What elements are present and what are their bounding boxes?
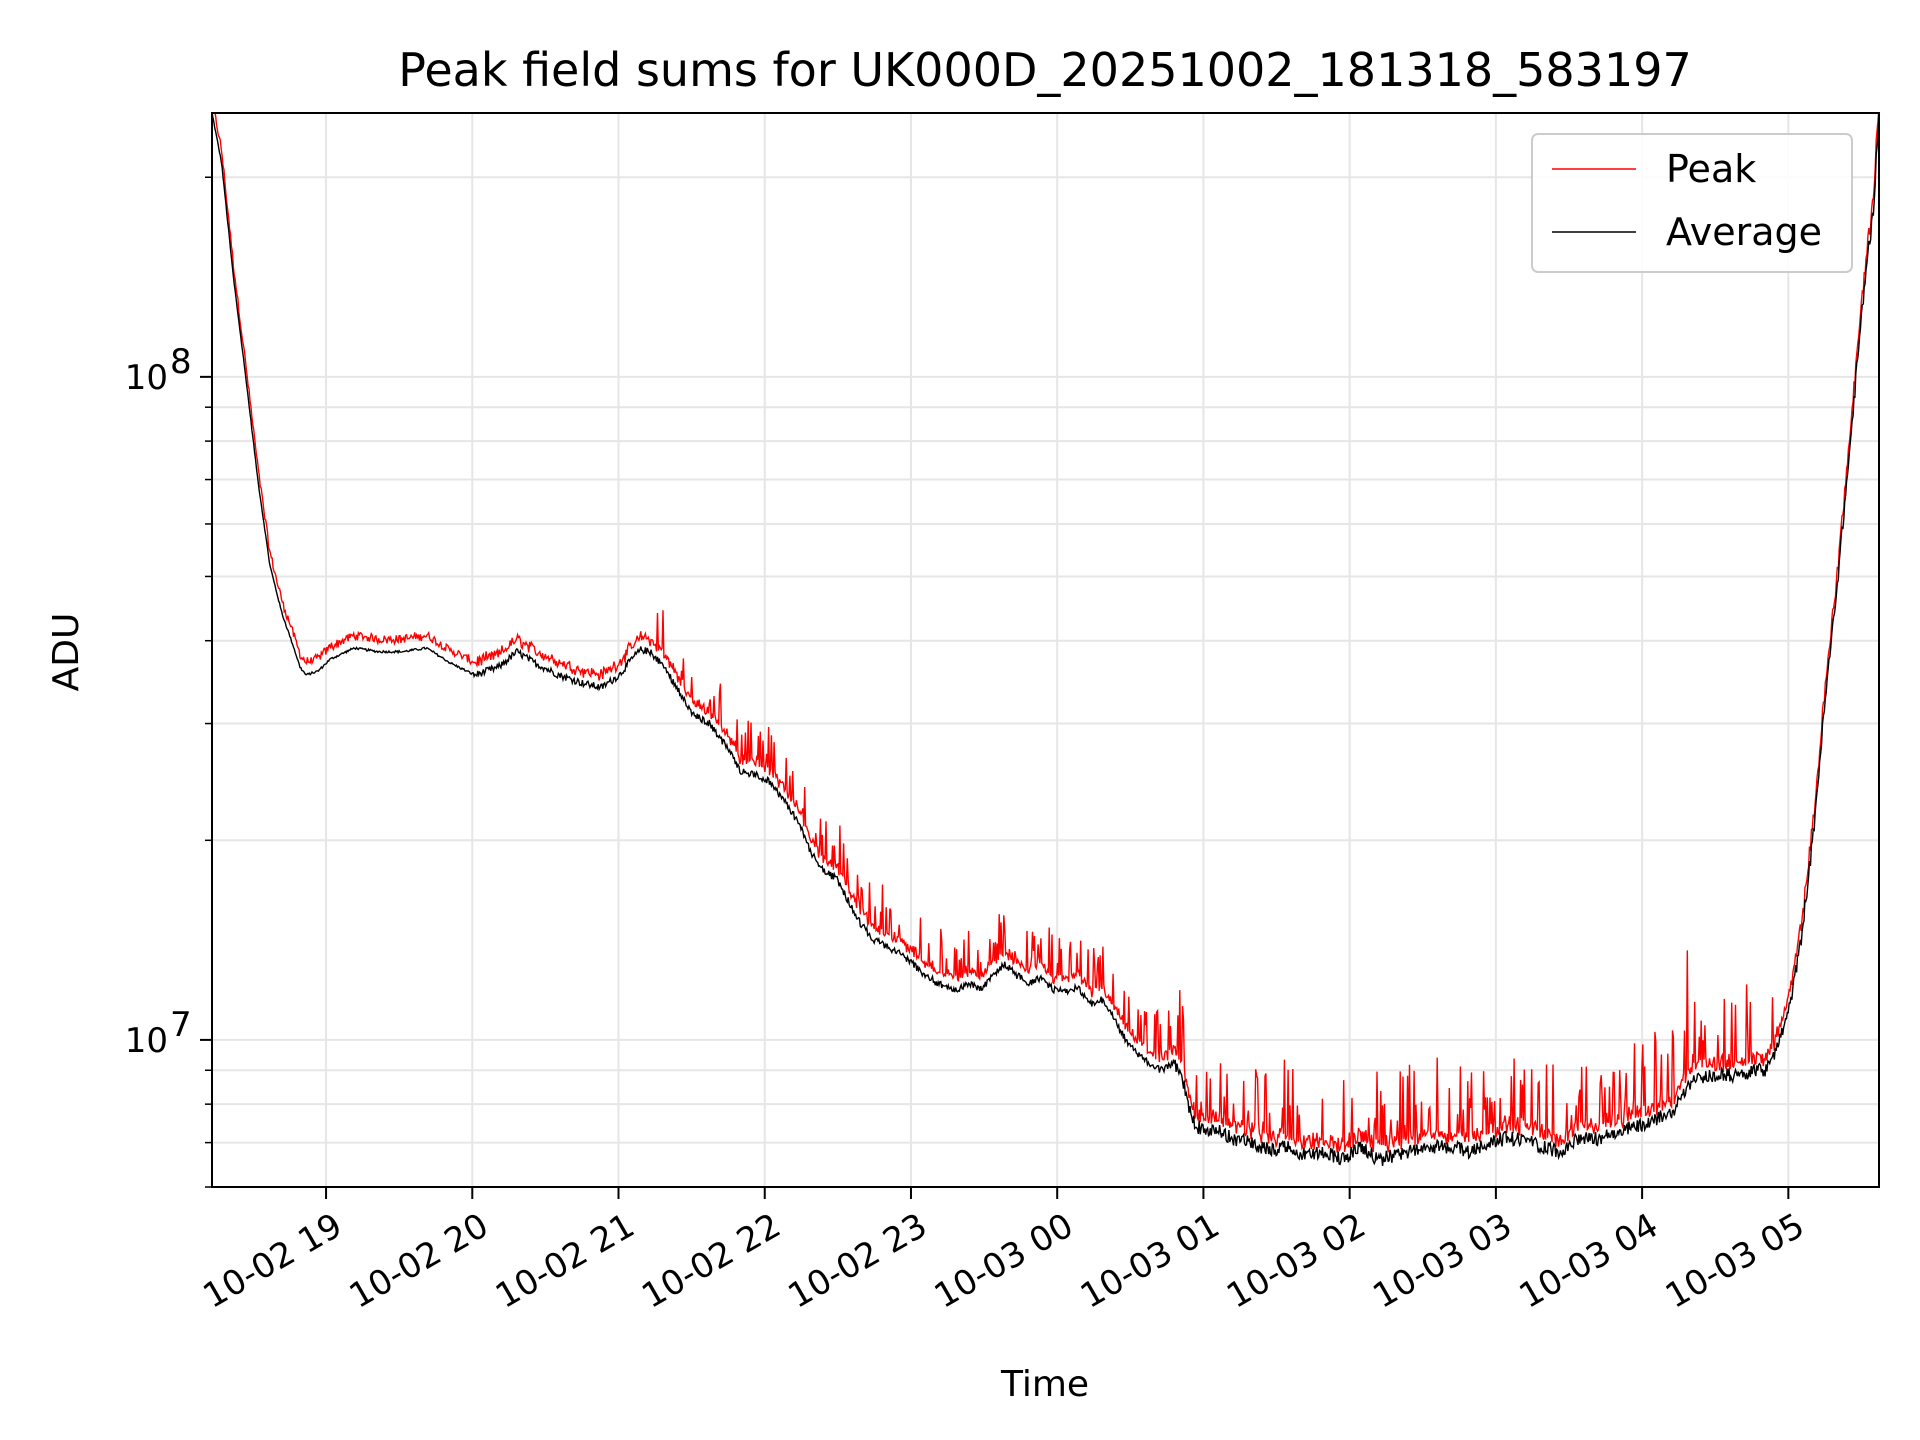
y-tick-exponent: 8 — [170, 342, 192, 382]
x-axis-label: Time — [1000, 1364, 1089, 1405]
data-lines — [212, 113, 1879, 1166]
legend: Peak Average — [1531, 133, 1853, 273]
y-tick-label: 10 8 — [125, 342, 192, 398]
y-tick-exponent: 7 — [170, 1005, 192, 1045]
y-tick-label: 10 7 — [125, 1005, 192, 1061]
chart-title: Peak field sums for UK000D_20251002_1813… — [398, 43, 1692, 97]
y-tick-base: 10 — [125, 1021, 168, 1061]
y-tick-base: 10 — [125, 358, 168, 398]
peak-series-line — [214, 113, 1879, 1153]
plot-frame — [211, 112, 1880, 1188]
y-axis-label: ADU — [46, 613, 87, 692]
legend-label-peak: Peak — [1666, 147, 1756, 191]
legend-label-average: Average — [1666, 210, 1822, 254]
average-series-line — [212, 113, 1879, 1166]
